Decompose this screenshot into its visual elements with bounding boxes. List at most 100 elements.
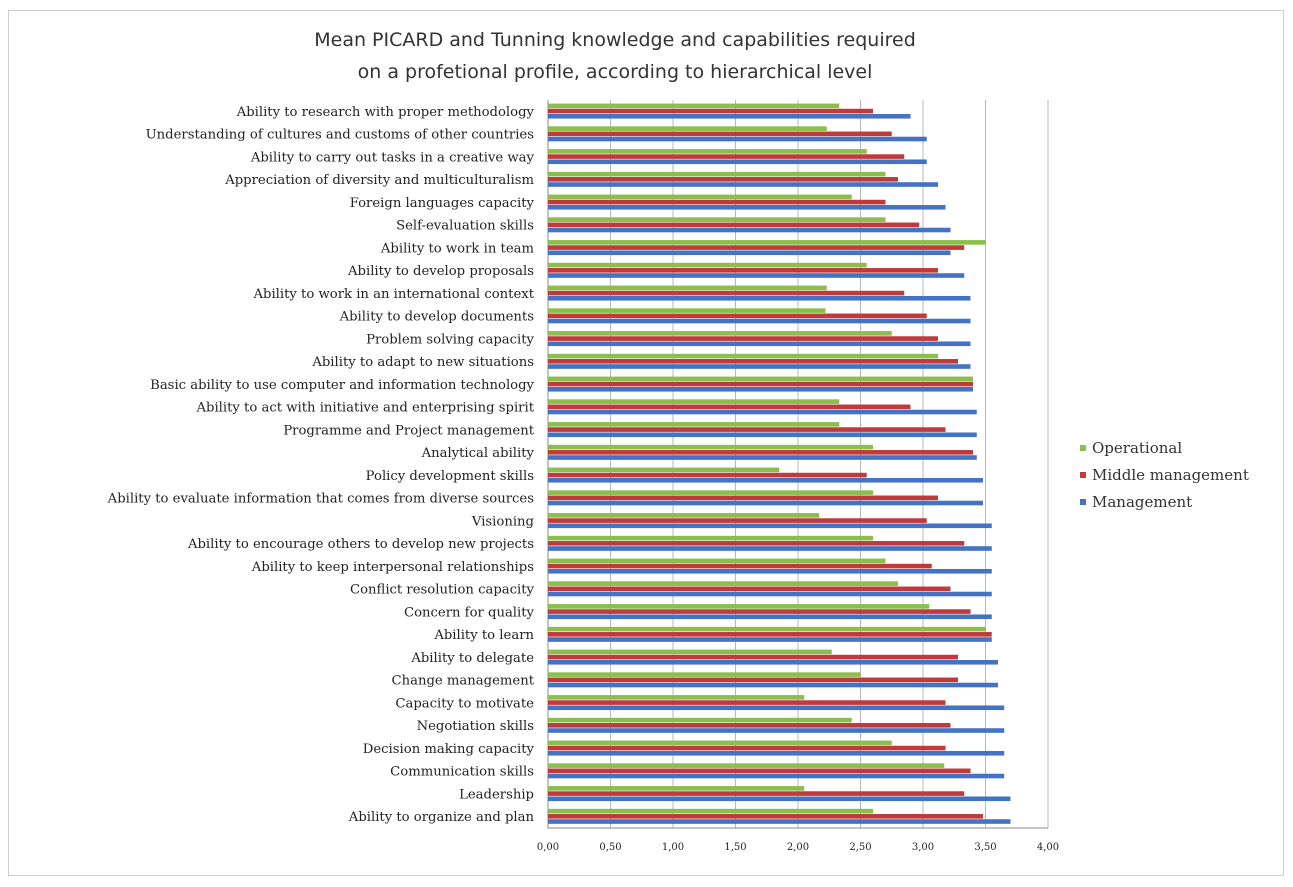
bar-management [548, 295, 971, 301]
bar-operational [548, 399, 840, 404]
category-label: Concern for quality [404, 605, 535, 620]
bar-operational [548, 149, 867, 154]
bar-management [548, 568, 992, 574]
bar-middle-management [548, 336, 938, 341]
category-label: Understanding of cultures and customs of… [146, 128, 535, 143]
bar-management [548, 682, 998, 688]
bar-management [548, 455, 977, 460]
category-label: Ability to keep interpersonal relationsh… [251, 560, 534, 575]
bar-management [548, 591, 992, 597]
legend-item-management: Management [1080, 488, 1249, 515]
x-tick-label: 3,50 [974, 842, 996, 853]
category-label: Ability to encourage others to develop n… [187, 537, 534, 552]
legend-label-management: Management [1092, 492, 1193, 511]
bar-operational [548, 604, 930, 609]
category-label: Visioning [471, 514, 535, 529]
x-tick-label: 3,00 [912, 842, 934, 853]
bar-management [548, 432, 977, 438]
category-label: Self-evaluation skills [396, 219, 534, 234]
category-label: Ability to develop documents [339, 310, 535, 325]
category-label: Ability to delegate [410, 651, 534, 666]
bar-operational [548, 513, 820, 518]
category-label: Ability to evaluate information that com… [107, 492, 535, 507]
category-label: Communication skills [390, 765, 534, 780]
bar-middle-management [548, 677, 958, 683]
category-label: Ability to work in team [380, 241, 535, 256]
bar-middle-management [548, 541, 965, 546]
bar-operational [548, 353, 938, 359]
legend-label-operational: Operational [1092, 438, 1183, 457]
bar-middle-management [548, 791, 965, 796]
legend-item-middle-management: Middle management [1080, 461, 1249, 488]
category-label: Policy development skills [366, 469, 535, 484]
chart-title: Mean PICARD and Tunning knowledge and ca… [0, 24, 1230, 88]
bar-operational [548, 649, 832, 655]
bar-middle-management [548, 700, 946, 705]
bar-operational [548, 695, 805, 700]
chart-title-line-2: on a profetional profile, according to h… [357, 61, 873, 83]
bar-management [548, 819, 1011, 824]
legend-swatch-middle-management [1080, 471, 1086, 478]
x-tick-label: 1,50 [724, 842, 746, 853]
category-label: Ability to learn [433, 628, 534, 643]
bar-management [548, 273, 965, 278]
chart-title-line-1: Mean PICARD and Tunning knowledge and ca… [314, 29, 916, 51]
x-tick-label: 0,00 [537, 842, 559, 853]
bar-middle-management [548, 495, 938, 501]
bar-middle-management [548, 472, 867, 478]
category-label: Ability to develop proposals [347, 264, 534, 279]
x-tick-label: 0,50 [599, 842, 621, 853]
category-label: Decision making capacity [363, 742, 535, 757]
bar-management [548, 159, 927, 165]
bar-management [548, 750, 1005, 756]
bar-middle-management [548, 404, 911, 410]
bar-operational [548, 763, 945, 768]
bar-operational [548, 535, 873, 541]
bar-operational [548, 103, 840, 109]
bar-middle-management [548, 586, 951, 592]
bar-middle-management [548, 563, 932, 569]
bar-operational [548, 626, 986, 632]
bar-operational [548, 808, 873, 814]
bar-middle-management [548, 632, 992, 637]
bar-management [548, 659, 998, 665]
bar-operational [548, 285, 827, 291]
bar-management [548, 728, 1005, 733]
category-label: Ability to carry out tasks in a creative… [250, 150, 535, 165]
bar-operational [548, 444, 873, 450]
bar-middle-management [548, 177, 898, 182]
bar-middle-management [548, 518, 927, 523]
bar-middle-management [548, 222, 920, 228]
bar-management [548, 773, 1005, 779]
bar-middle-management [548, 108, 873, 114]
category-label: Leadership [459, 787, 534, 802]
bar-management [548, 386, 973, 392]
bar-management [548, 318, 971, 324]
bar-operational [548, 308, 826, 313]
bar-operational [548, 376, 973, 382]
bar-middle-management [548, 313, 927, 319]
category-label: Foreign languages capacity [350, 196, 535, 211]
bar-middle-management [548, 450, 973, 455]
x-tick-label: 4,00 [1037, 842, 1059, 853]
bar-management [548, 227, 951, 233]
bar-management [548, 546, 992, 551]
bar-operational [548, 740, 892, 746]
bar-middle-management [548, 245, 965, 250]
bar-operational [548, 490, 873, 495]
bar-middle-management [548, 745, 946, 751]
bar-management [548, 409, 977, 415]
bar-management [548, 136, 927, 142]
bar-middle-management [548, 199, 886, 205]
bar-operational [548, 240, 986, 245]
x-tick-label: 2,50 [849, 842, 871, 853]
bar-management [548, 182, 938, 187]
bar-middle-management [548, 359, 958, 364]
category-label: Negotiation skills [417, 719, 535, 734]
bar-middle-management [548, 654, 958, 660]
bar-middle-management [548, 154, 905, 159]
bar-management [548, 250, 951, 256]
bar-management [548, 341, 971, 347]
bar-operational [548, 171, 886, 177]
